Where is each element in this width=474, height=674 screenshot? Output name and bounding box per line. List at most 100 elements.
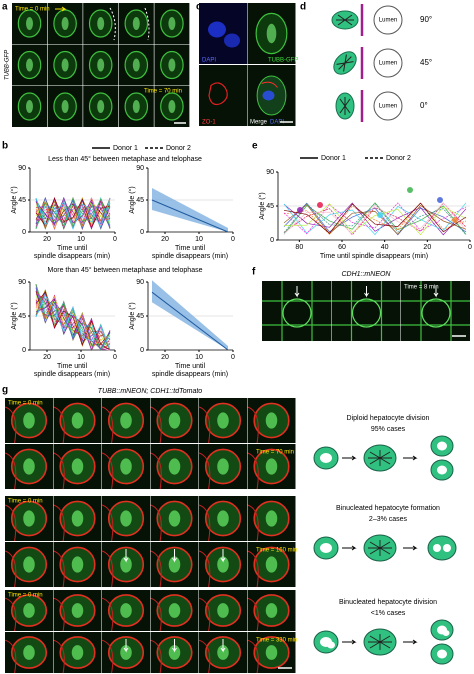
panel-title: TUBB::mNEON; CDH1::tdTomato	[98, 388, 202, 395]
spindle	[217, 458, 229, 475]
membrane	[101, 406, 114, 444]
spindle	[132, 58, 140, 72]
label: Time = 330 min	[256, 638, 297, 644]
spindle	[120, 412, 132, 429]
lumen	[373, 48, 403, 78]
membrane	[247, 550, 259, 588]
spindle	[168, 510, 181, 527]
trace	[283, 202, 467, 235]
label: TUBB-GFP	[268, 58, 298, 64]
trace	[283, 204, 467, 235]
membrane	[150, 597, 162, 632]
spindle	[265, 603, 278, 618]
trace	[35, 197, 111, 229]
ci-band	[152, 188, 228, 232]
membrane	[53, 639, 65, 674]
panel-label: a	[2, 2, 8, 13]
arrow	[403, 639, 418, 645]
trace	[35, 197, 111, 230]
spindle	[61, 58, 69, 72]
label: Time = 70 min	[144, 89, 182, 95]
spindle	[336, 14, 354, 26]
y-tick-label: 90	[18, 279, 26, 286]
trace	[35, 196, 111, 230]
trace	[35, 199, 111, 230]
arrow	[342, 455, 357, 461]
x-axis-label: Time until	[175, 245, 206, 252]
micrograph	[199, 65, 247, 126]
x-axis-label: spindle disappears (min)	[152, 253, 228, 260]
legend-text: Donor 1	[321, 155, 346, 162]
nucleus	[442, 630, 450, 636]
x-tick-label: 0	[231, 354, 235, 361]
scheme-title: Binucleated hepatocyte formation	[336, 505, 440, 512]
arrow	[294, 286, 300, 298]
cell-outline	[282, 298, 312, 328]
x-tick-label: 0	[113, 354, 117, 361]
y-tick-label: 0	[140, 347, 144, 354]
y-tick-label: 45	[136, 197, 144, 204]
end-marker	[452, 217, 458, 223]
trace	[35, 291, 111, 351]
spindle	[71, 556, 84, 573]
membrane	[53, 406, 65, 444]
spindle	[97, 99, 105, 114]
nucleus	[433, 544, 441, 552]
membrane	[247, 597, 259, 632]
x-axis-label: spindle disappears (min)	[34, 371, 110, 378]
spindle	[265, 412, 278, 429]
spindle	[132, 99, 140, 114]
spindle	[368, 450, 392, 466]
membrane	[53, 504, 65, 542]
spindle	[217, 510, 229, 527]
arrow	[364, 286, 369, 298]
arrow	[172, 639, 177, 653]
label: Time = 0 min	[15, 7, 50, 13]
panel-label: d	[300, 2, 306, 13]
trace	[35, 197, 111, 230]
cell-outline	[351, 298, 382, 328]
x-tick-label: 10	[77, 354, 85, 361]
trace	[35, 285, 111, 351]
dashed-line	[109, 7, 150, 41]
spindle	[23, 510, 35, 527]
spindle	[71, 645, 84, 660]
scheme-cases: <1% cases	[371, 610, 406, 617]
label: Merge	[250, 120, 268, 126]
x-axis-label: Time until	[175, 363, 206, 370]
x-tick-label: 20	[423, 244, 431, 251]
lumen	[373, 91, 403, 121]
x-axis-label: spindle disappears (min)	[34, 253, 110, 260]
membranes	[331, 281, 401, 341]
x-axis-label: Time until	[57, 363, 88, 370]
dividing-cell	[335, 92, 355, 120]
arrow	[342, 545, 357, 551]
label: 90°	[420, 15, 432, 24]
y-axis-label: Angle (°)	[10, 302, 18, 329]
panel-label: b	[2, 141, 8, 152]
y-tick-label: 45	[18, 197, 26, 204]
spindle	[23, 458, 35, 475]
membrane	[247, 452, 259, 490]
membrane	[150, 639, 162, 674]
label: Lumen	[379, 18, 397, 24]
spindle	[120, 510, 132, 527]
cell-outline	[421, 298, 451, 328]
subtitle: Less than 45° between metaphase and telo…	[48, 155, 202, 163]
spindle	[71, 458, 84, 475]
membrane	[198, 504, 211, 542]
spindle	[217, 645, 229, 660]
spindle	[368, 634, 392, 650]
spindle	[168, 645, 181, 660]
spindle	[23, 603, 35, 618]
spindle	[168, 99, 176, 114]
cell	[427, 535, 457, 561]
y-tick-label: 0	[22, 347, 26, 354]
end-marker	[297, 207, 303, 213]
x-tick-label: 10	[195, 236, 203, 243]
x-tick-label: 20	[161, 236, 169, 243]
nucleus	[320, 543, 332, 553]
spindle	[61, 99, 69, 114]
x-tick-label: 0	[468, 244, 472, 251]
spindle	[26, 58, 33, 72]
